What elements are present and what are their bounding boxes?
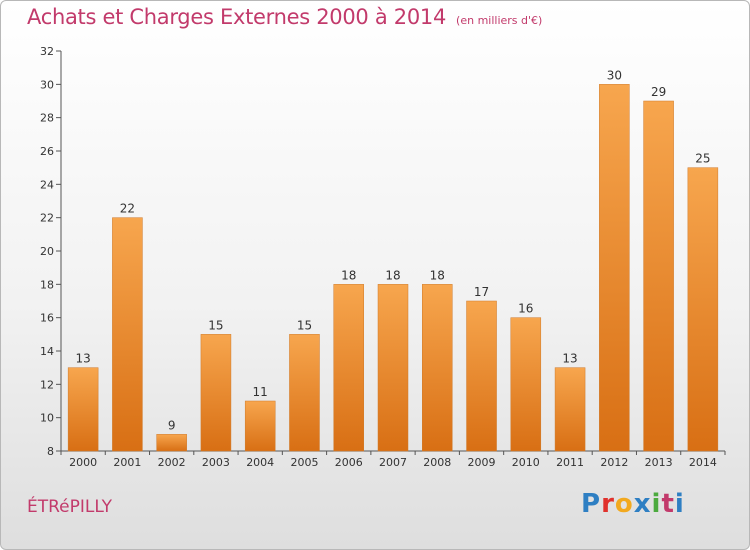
y-tick-label: 8 [47,445,54,458]
bar [244,400,276,452]
data-label: 18 [385,268,400,282]
bar [67,367,99,452]
axes: 8 10 12 14 16 18 20 22 24 26 28 30 32 2000 2001 2002 200… [40,45,726,469]
proxiti-logo[interactable]: Proxiti [581,489,685,519]
y-tick-label: 20 [40,245,54,258]
x-tick-label: 2014 [689,456,717,469]
x-tick-label: 2008 [423,456,451,469]
bar [510,317,542,452]
data-label: 30 [607,68,622,82]
data-label: 13 [75,352,90,366]
y-tick-label: 16 [40,312,54,325]
logo-letter: i [674,489,685,519]
y-tick-label: 18 [40,278,54,291]
y-tick-label: 28 [40,112,54,125]
bar [599,84,630,452]
y-tick-label: 30 [40,78,54,91]
logo-letter: x [633,489,652,519]
data-label: 13 [562,352,577,366]
data-label: 16 [518,302,533,316]
bars: 13 22 9 15 11 15 18 18 18 17 16 13 30 29 25 [67,68,719,452]
chart-title-block: Achats et Charges Externes 2000 à 2014 (e… [27,5,542,29]
bar [200,334,232,452]
y-tick-label: 14 [40,345,54,358]
data-label: 15 [297,318,312,332]
data-label: 18 [341,268,356,282]
y-tick-label: 12 [40,378,54,391]
logo-letter: r [601,489,615,519]
x-tick-label: 2006 [335,456,363,469]
bar [643,100,674,452]
y-tick-label: 24 [40,178,54,191]
x-tick-label: 2012 [600,456,628,469]
logo-letter: t [661,489,675,519]
bar [156,434,187,452]
data-label: 29 [651,85,666,99]
bar [554,367,586,452]
x-tick-label: 2003 [202,456,230,469]
chart-title: Achats et Charges Externes 2000 à 2014 [27,5,447,29]
x-tick-label: 2010 [512,456,540,469]
x-tick-label: 2011 [556,456,584,469]
x-tick-label: 2002 [158,456,186,469]
x-tick-label: 2005 [290,456,318,469]
x-tick-label: 2000 [69,456,97,469]
y-tick-label: 22 [40,212,54,225]
bar [377,284,409,452]
x-tick-label: 2013 [645,456,673,469]
bar [422,284,453,452]
logo-letter: o [614,489,634,519]
data-label: 11 [253,385,268,399]
data-label: 25 [695,152,710,166]
data-label: 22 [120,202,135,216]
chart-subtitle: (en milliers d'€) [456,14,543,27]
bar [466,300,497,452]
logo-letter: P [581,489,602,519]
x-tick-label: 2007 [379,456,407,469]
y-tick-label: 26 [40,145,54,158]
y-tick-label: 10 [40,412,54,425]
x-tick-label: 2009 [468,456,496,469]
place-name: ÉTRéPILLY [27,497,112,517]
data-label: 17 [474,285,489,299]
bar [289,334,320,452]
bar [333,284,364,452]
data-label: 9 [168,418,176,432]
x-tick-label: 2001 [113,456,141,469]
data-label: 18 [430,268,445,282]
data-label: 15 [208,318,223,332]
bar [112,217,143,452]
logo-letter: i [651,489,662,519]
y-tick-label: 32 [40,45,54,58]
x-tick-label: 2004 [246,456,274,469]
bar [687,167,719,452]
